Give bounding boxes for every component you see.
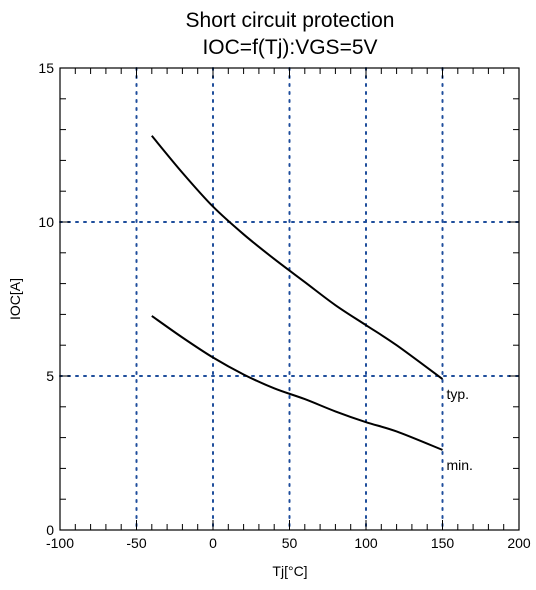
y-axis-label: IOC[A] xyxy=(7,278,23,320)
y-tick-label: 15 xyxy=(38,60,54,76)
y-tick-labels: 0 5 10 15 xyxy=(38,60,54,538)
x-tick-label: -100 xyxy=(46,535,74,551)
series-lines xyxy=(151,135,444,451)
x-tick-label: 0 xyxy=(209,535,217,551)
x-tick-label: 100 xyxy=(354,535,378,551)
x-axis-label: Tj[°C] xyxy=(272,563,307,579)
x-tick-labels: -100 -50 0 50 100 150 200 xyxy=(46,535,531,551)
chart-title: Short circuit protection xyxy=(186,9,395,32)
grid-lines xyxy=(59,67,520,531)
plot-frame xyxy=(59,67,520,531)
y-tick-label: 5 xyxy=(46,368,54,384)
series-label-min: min. xyxy=(447,457,473,473)
x-tick-label: 200 xyxy=(507,535,531,551)
series-line-typ xyxy=(151,135,444,380)
chart-subtitle: IOC=f(Tj):VGS=5V xyxy=(202,36,377,59)
y-tick-label: 0 xyxy=(46,522,54,538)
series-line-min xyxy=(151,315,443,451)
y-tick-label: 10 xyxy=(38,214,54,230)
x-tick-label: 50 xyxy=(282,535,298,551)
series-label-typ: typ. xyxy=(447,386,470,402)
x-tick-label: -50 xyxy=(126,535,146,551)
x-tick-label: 150 xyxy=(431,535,455,551)
series-labels: typ. min. xyxy=(447,386,473,473)
